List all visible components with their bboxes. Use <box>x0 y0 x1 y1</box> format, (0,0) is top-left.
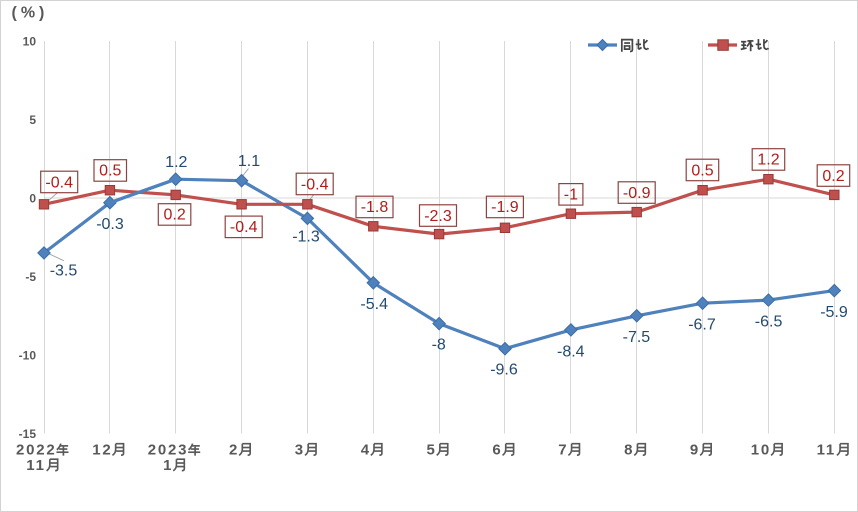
svg-text:-7.5: -7.5 <box>623 329 651 346</box>
svg-text:-0.4: -0.4 <box>301 176 329 193</box>
svg-text:10: 10 <box>751 442 771 459</box>
svg-text:5: 5 <box>29 113 36 127</box>
svg-text:-1: -1 <box>564 187 578 204</box>
svg-text:-5.4: -5.4 <box>360 296 388 313</box>
svg-text:-0.4: -0.4 <box>230 219 258 236</box>
svg-text:2: 2 <box>229 442 239 459</box>
svg-text:-0.9: -0.9 <box>623 185 651 202</box>
svg-text:-10: -10 <box>19 348 37 362</box>
svg-text:2023: 2023 <box>148 442 189 459</box>
svg-text:11: 11 <box>26 457 45 474</box>
svg-text:1.2: 1.2 <box>165 154 187 171</box>
svg-text:-5.9: -5.9 <box>820 304 848 321</box>
svg-text:9: 9 <box>690 442 700 459</box>
svg-text:0.2: 0.2 <box>822 168 844 185</box>
svg-text:0.5: 0.5 <box>691 162 713 179</box>
svg-text:6: 6 <box>492 442 502 459</box>
svg-text:1: 1 <box>163 457 173 474</box>
svg-text:-2.3: -2.3 <box>424 208 452 225</box>
svg-text:5: 5 <box>427 442 437 459</box>
svg-text:0.2: 0.2 <box>163 207 185 224</box>
svg-text:-1.8: -1.8 <box>361 199 389 216</box>
svg-text:-6.5: -6.5 <box>755 314 783 331</box>
svg-text:3: 3 <box>295 442 305 459</box>
svg-text:7: 7 <box>558 442 568 459</box>
svg-text:-6.7: -6.7 <box>688 317 716 334</box>
svg-text:-3.5: -3.5 <box>50 262 78 279</box>
svg-text:-1.3: -1.3 <box>292 229 320 246</box>
svg-text:12: 12 <box>92 442 112 459</box>
svg-text:-9.6: -9.6 <box>490 362 518 379</box>
svg-text:10: 10 <box>23 34 37 48</box>
svg-text:-8.4: -8.4 <box>557 344 585 361</box>
svg-text:-5: -5 <box>25 270 36 284</box>
svg-text:-1.9: -1.9 <box>491 199 519 216</box>
svg-text:1.2: 1.2 <box>757 152 779 169</box>
svg-text:(%): (%) <box>12 5 49 22</box>
svg-text:4: 4 <box>361 442 371 459</box>
svg-text:-0.3: -0.3 <box>96 216 124 233</box>
svg-text:11: 11 <box>817 442 836 459</box>
svg-text:0.5: 0.5 <box>99 163 121 180</box>
svg-text:8: 8 <box>624 442 634 459</box>
svg-text:2022: 2022 <box>16 442 57 459</box>
svg-text:1.1: 1.1 <box>238 153 260 170</box>
svg-text:-8: -8 <box>432 337 446 354</box>
svg-text:-0.4: -0.4 <box>45 174 73 191</box>
svg-text:0: 0 <box>29 191 36 205</box>
svg-text:-15: -15 <box>19 427 37 441</box>
